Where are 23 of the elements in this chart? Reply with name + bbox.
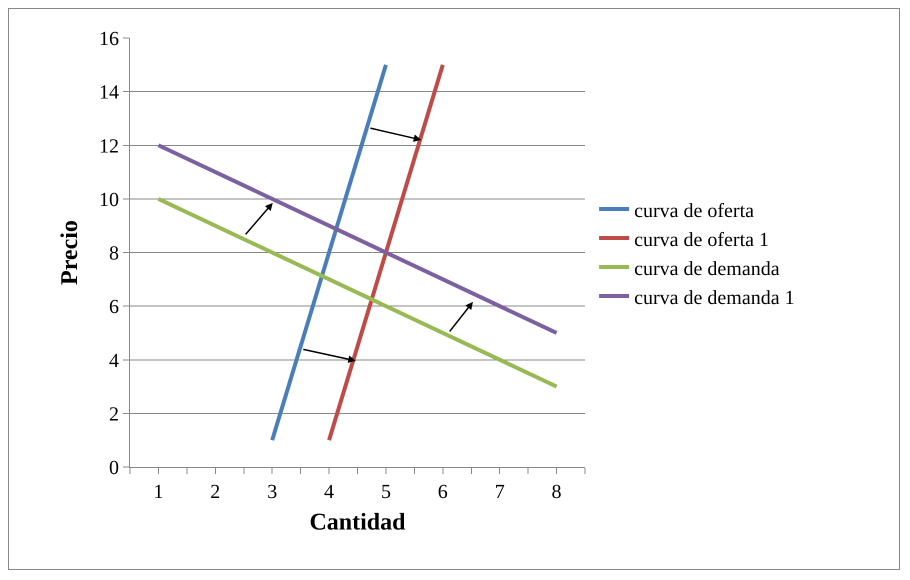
x-tick-label: 8 — [552, 481, 562, 503]
y-tick-label: 14 — [99, 82, 119, 104]
x-tick-label: 1 — [153, 481, 164, 503]
legend-label: curva de oferta 1 — [634, 228, 770, 251]
legend-label: curva de oferta — [634, 200, 754, 222]
y-tick-label: 8 — [109, 242, 119, 264]
x-tick-label: 5 — [380, 481, 391, 503]
y-tick-label: 16 — [99, 28, 119, 50]
x-tick-label: 4 — [324, 481, 334, 503]
y-tick-label: 0 — [109, 457, 119, 479]
y-tick-label: 6 — [109, 296, 119, 318]
y-tick-label: 12 — [99, 135, 119, 158]
x-tick-label: 7 — [494, 481, 505, 503]
x-tick-label: 3 — [267, 481, 278, 503]
x-tick-label: 6 — [438, 481, 448, 503]
y-axis-title: Precio — [57, 220, 84, 285]
legend-label: curva de demanda 1 — [634, 286, 795, 309]
y-tick-label: 10 — [99, 188, 119, 211]
y-tick-label: 2 — [109, 403, 119, 426]
x-axis-title: Cantidad — [309, 509, 406, 536]
y-tick-label: 4 — [109, 350, 119, 372]
legend-label: curva de demanda — [634, 258, 780, 280]
x-tick-label: 2 — [210, 481, 220, 503]
